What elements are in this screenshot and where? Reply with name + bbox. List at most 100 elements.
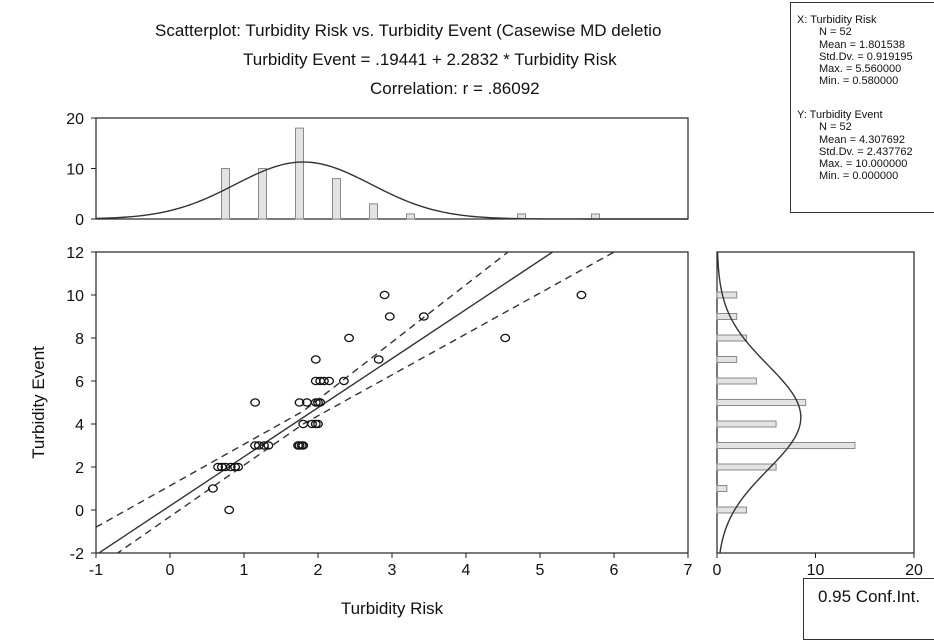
data-point xyxy=(307,419,318,429)
right-histogram-bar xyxy=(716,334,748,342)
data-point xyxy=(230,462,241,472)
data-point xyxy=(263,441,274,450)
top-y-tick-label: 20 xyxy=(66,111,84,128)
x-stat-n: N = 52 xyxy=(819,26,852,39)
x-tick-label: -1 xyxy=(89,562,103,579)
right-histogram: 0 10 20 xyxy=(713,251,923,579)
y-stats: Y: Turbidity Event N = 52 Mean = 4.30769… xyxy=(797,109,913,183)
right-histogram-bar xyxy=(716,463,777,471)
x-tick-label: 0 xyxy=(166,562,175,579)
regression-line xyxy=(97,252,554,553)
right-normal-curve xyxy=(716,251,802,554)
correlation-label: Correlation: r = .86092 xyxy=(370,79,540,98)
x-stat-min: Min. = 0.580000 xyxy=(819,75,899,88)
top-histogram-bar xyxy=(332,178,341,220)
y-tick-label: 2 xyxy=(75,460,84,477)
x-stats: X: Turbidity Risk N = 52 Mean = 1.801538… xyxy=(797,14,913,88)
y-tick-label: 8 xyxy=(75,331,84,348)
x-tick-label: 6 xyxy=(610,562,619,579)
chart-title: Scatterplot: Turbidity Risk vs. Turbidit… xyxy=(155,21,662,40)
x-stat-sd: Std.Dv. = 0.919195 xyxy=(819,50,913,63)
y-tick-label: 12 xyxy=(66,245,84,262)
top-histogram: 0 10 20 xyxy=(66,111,689,229)
y-tick-label: 4 xyxy=(75,417,84,434)
data-point xyxy=(225,462,236,472)
data-point xyxy=(576,290,587,300)
data-point xyxy=(250,398,261,407)
confidence-band-lower xyxy=(116,252,616,553)
y-axis-label: Turbidity Event xyxy=(29,346,48,459)
x-tick-label: 4 xyxy=(462,562,471,579)
right-histogram-bar xyxy=(716,485,728,492)
x-tick-label: 3 xyxy=(388,562,397,579)
data-point xyxy=(233,462,244,472)
data-point xyxy=(318,376,329,386)
right-x-tick-label: 20 xyxy=(905,562,923,579)
data-point xyxy=(418,312,429,321)
stats-box: X: Turbidity Risk N = 52 Mean = 1.801538… xyxy=(790,2,934,213)
data-point xyxy=(384,312,395,321)
y-tick-label: 6 xyxy=(75,374,84,391)
data-point xyxy=(338,376,349,386)
top-y-tick-label: 10 xyxy=(66,162,84,179)
x-axis-label: Turbidity Risk xyxy=(341,599,444,618)
data-point xyxy=(298,441,309,450)
x-tick-label: 7 xyxy=(684,562,693,579)
x-stat-mean: Mean = 1.801538 xyxy=(819,38,905,51)
top-y-tick-label: 0 xyxy=(75,212,84,229)
top-histogram-frame xyxy=(95,117,689,220)
right-histogram-bar xyxy=(716,291,738,299)
y-tick-label: 10 xyxy=(66,288,84,305)
legend-box: 0.95 Conf.Int. xyxy=(803,578,934,640)
data-point xyxy=(310,355,321,364)
fit-lines xyxy=(96,252,616,553)
legend-label: 0.95 Conf.Int. xyxy=(818,587,921,606)
data-point xyxy=(259,441,269,450)
x-tick-label: 1 xyxy=(240,562,249,579)
y-stat-max: Max. = 10.000000 xyxy=(819,158,908,171)
x-tick-label: 5 xyxy=(536,562,545,579)
y-stat-min: Min. = 0.000000 xyxy=(819,170,899,183)
data-point xyxy=(500,333,511,343)
data-point xyxy=(213,462,224,472)
data-point xyxy=(379,290,390,300)
data-point xyxy=(324,376,335,386)
top-normal-curve xyxy=(95,161,689,220)
plot-frame xyxy=(95,251,689,554)
data-point xyxy=(315,398,326,407)
data-point xyxy=(220,462,231,472)
right-x-tick-label: 10 xyxy=(807,562,825,579)
right-histogram-bar xyxy=(716,442,856,449)
x-stats-header: X: Turbidity Risk xyxy=(797,14,877,26)
right-histogram-bar xyxy=(716,399,807,406)
data-point xyxy=(313,419,323,429)
right-histogram-bar xyxy=(716,420,777,428)
data-point xyxy=(207,484,218,493)
x-tick-label: 2 xyxy=(314,562,323,579)
top-histogram-bar xyxy=(221,168,230,220)
data-point xyxy=(224,505,235,515)
top-histogram-bar xyxy=(258,168,267,220)
right-histogram-bar xyxy=(716,377,757,385)
right-histogram-bar xyxy=(716,313,738,320)
regression-equation: Turbidity Event = .19441 + 2.2832 * Turb… xyxy=(243,50,617,69)
y-stat-mean: Mean = 4.307692 xyxy=(819,133,905,146)
top-histogram-bar xyxy=(591,213,600,220)
y-tick-label: 0 xyxy=(75,503,84,520)
x-stat-max: Max. = 5.560000 xyxy=(819,63,902,76)
data-point xyxy=(373,355,384,364)
top-histogram-bar xyxy=(295,127,304,220)
right-histogram-bar xyxy=(716,506,748,514)
y-stat-n: N = 52 xyxy=(819,121,852,134)
y-stats-header: Y: Turbidity Event xyxy=(797,109,883,121)
y-tick-label: -2 xyxy=(70,546,84,563)
top-histogram-bar xyxy=(406,213,415,220)
top-histogram-bar xyxy=(369,203,378,220)
data-point xyxy=(294,398,305,407)
data-point xyxy=(344,333,355,343)
right-histogram-bar xyxy=(716,356,738,363)
y-stat-sd: Std.Dv. = 2.437762 xyxy=(819,145,913,158)
right-x-tick-label: 0 xyxy=(713,562,722,579)
data-point xyxy=(253,441,264,450)
